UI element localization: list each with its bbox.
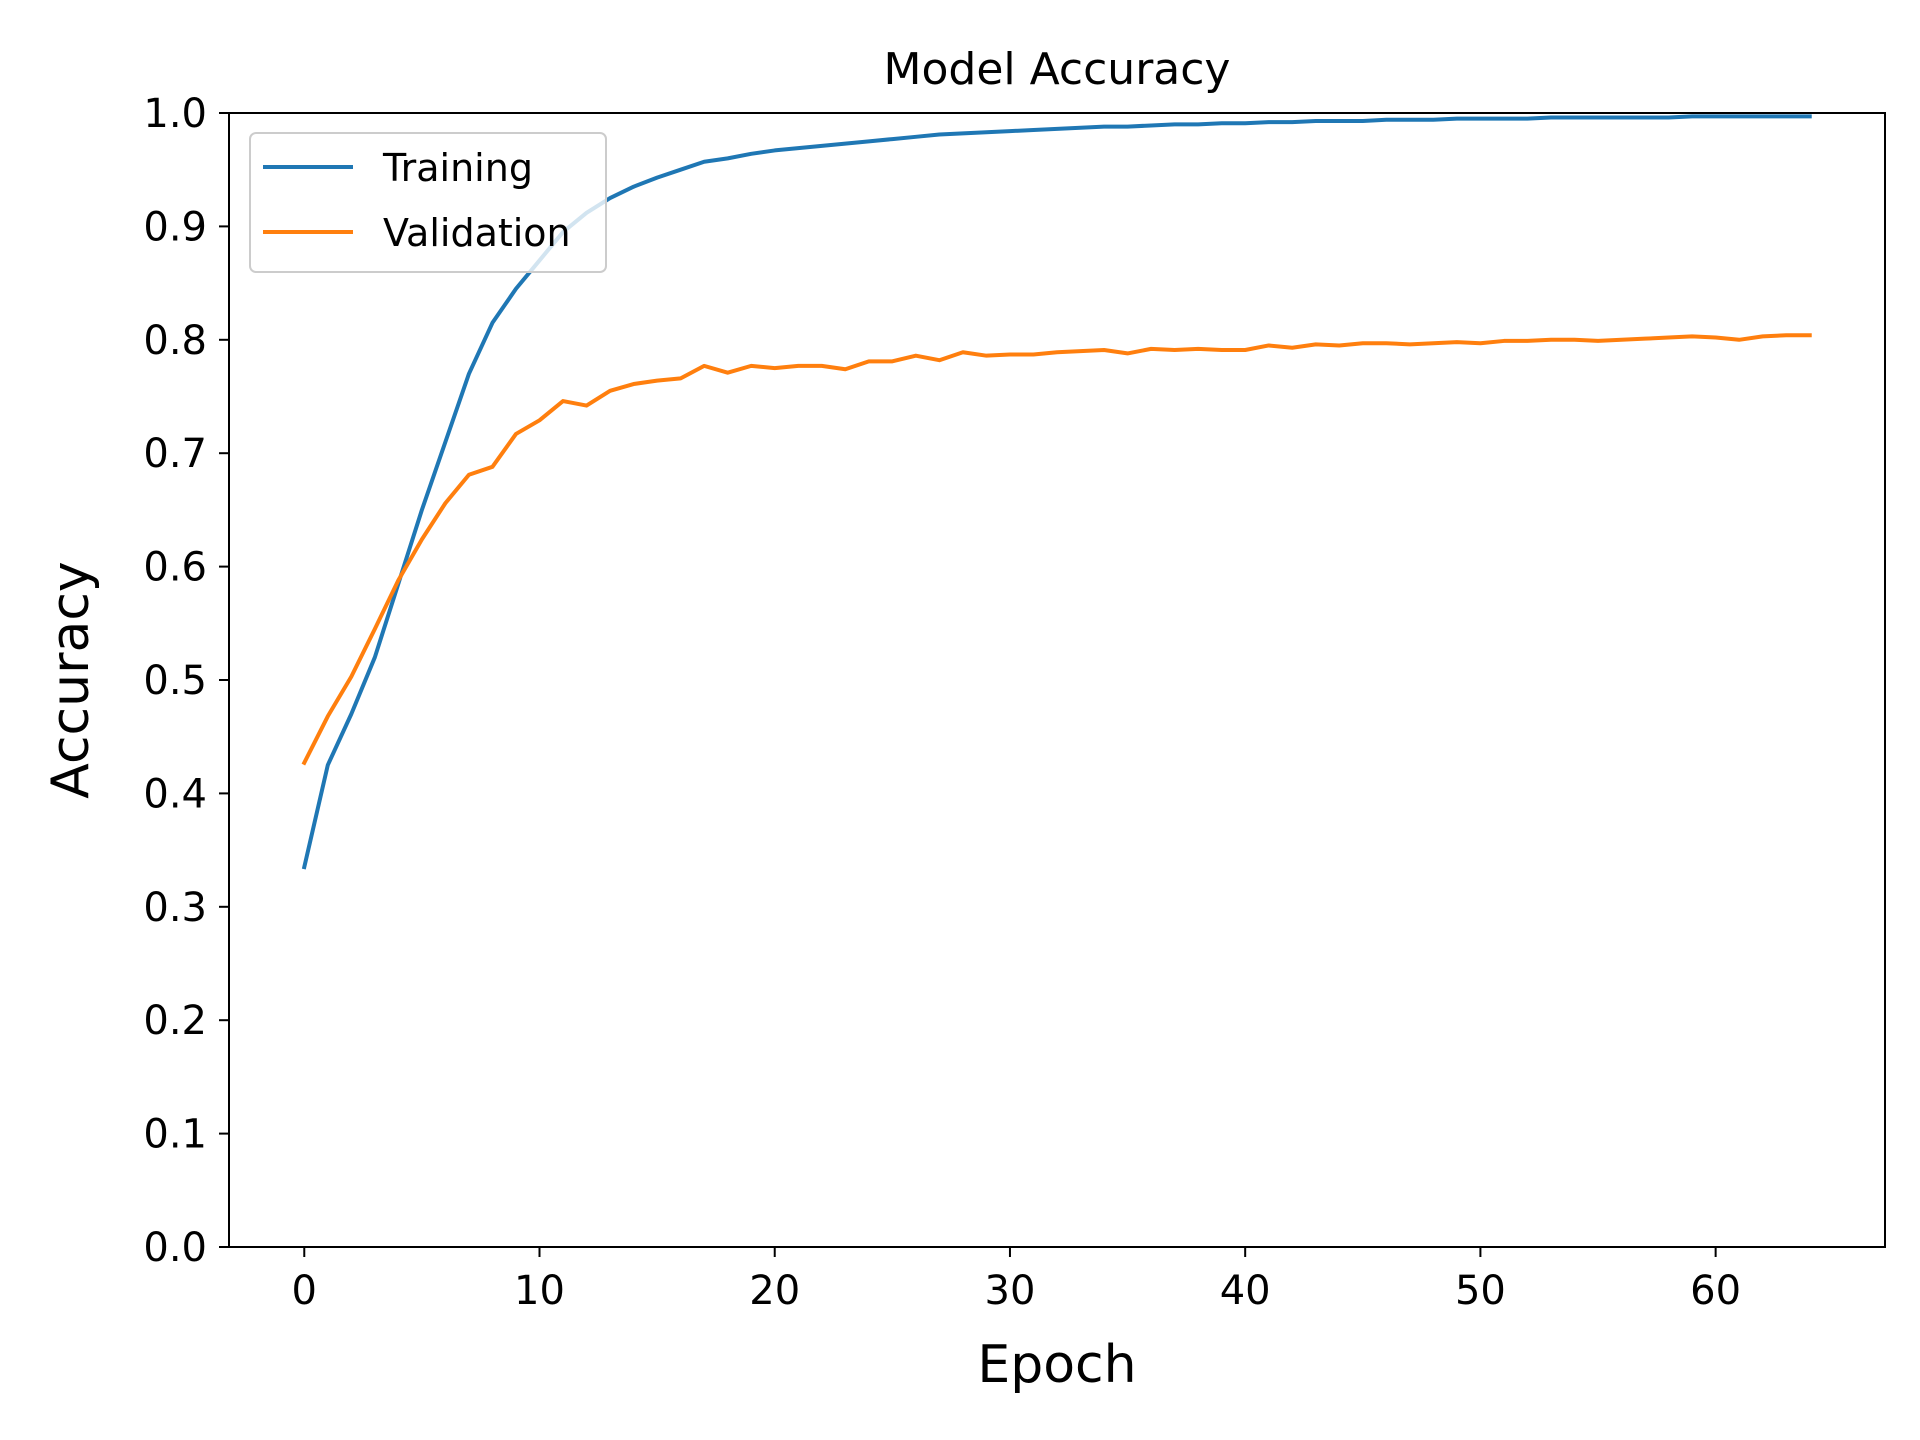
y-tick-label: 0.2 xyxy=(143,998,207,1044)
legend: Training Validation xyxy=(249,132,607,273)
x-tick-label: 10 xyxy=(514,1268,565,1314)
y-tick-label: 1.0 xyxy=(143,91,207,137)
y-tick-label: 0.7 xyxy=(143,431,207,477)
series-line-validation xyxy=(301,333,1812,766)
y-tick-label: 0.4 xyxy=(143,771,207,817)
y-axis-label: Accuracy xyxy=(41,561,101,798)
y-tick-label: 0.8 xyxy=(143,318,207,364)
x-tick-label: 30 xyxy=(985,1268,1036,1314)
plot-area-frame xyxy=(228,112,1886,1248)
y-tick-label: 0.6 xyxy=(143,545,207,591)
y-tick-label: 0.1 xyxy=(143,1112,207,1158)
x-tick-label: 40 xyxy=(1220,1268,1271,1314)
x-axis-ticks: 0 10 20 30 40 50 60 xyxy=(292,1247,1741,1314)
x-axis-label: Epoch xyxy=(977,1335,1136,1395)
y-tick-label: 0.9 xyxy=(143,204,207,250)
x-tick-label: 20 xyxy=(749,1268,800,1314)
y-tick-label: 0.3 xyxy=(143,885,207,931)
x-tick-label: 60 xyxy=(1690,1268,1741,1314)
y-axis-ticks: 0.0 0.1 0.2 0.3 0.4 0.5 0.6 0.7 0.8 0.9 1.0 xyxy=(143,91,229,1271)
x-tick-label: 50 xyxy=(1455,1268,1506,1314)
legend-label-validation: Validation xyxy=(383,211,571,255)
y-tick-label: 0.5 xyxy=(143,658,207,704)
x-tick-label: 0 xyxy=(292,1268,317,1314)
y-tick-label: 0.0 xyxy=(143,1225,207,1271)
legend-label-training: Training xyxy=(382,146,533,190)
chart-title: Model Accuracy xyxy=(884,44,1231,95)
